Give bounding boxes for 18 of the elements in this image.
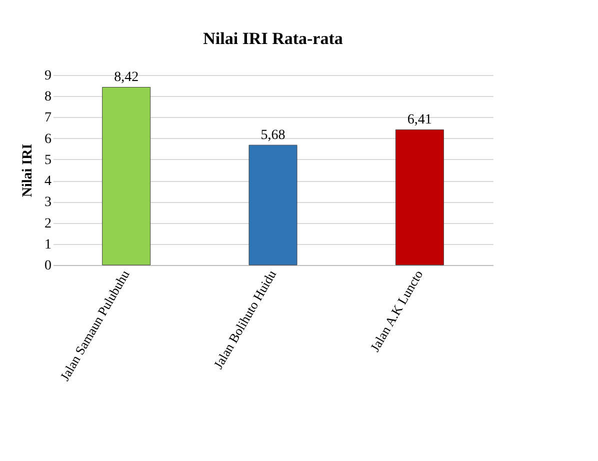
chart-title: Nilai IRI Rata-rata [203, 29, 344, 48]
data-label: 5,68 [260, 128, 286, 144]
y-tick-label: 0 [44, 258, 52, 274]
y-tick-label: 6 [44, 132, 52, 147]
data-label: 8,42 [114, 70, 139, 86]
y-tick-label: 5 [44, 152, 52, 168]
y-axis-title: Nilai IRI [20, 144, 36, 198]
y-tick-label: 2 [44, 216, 52, 232]
y-tick-label: 3 [44, 195, 52, 210]
bar [102, 86, 151, 266]
y-tick-label: 7 [44, 110, 52, 126]
y-tick-label: 1 [44, 237, 52, 252]
y-tick-label: 4 [44, 174, 52, 190]
bar [248, 144, 298, 266]
y-tick-label: 9 [44, 68, 52, 84]
y-tick-label: 8 [44, 90, 52, 105]
bar [395, 129, 444, 266]
data-label: 6,41 [407, 112, 432, 128]
